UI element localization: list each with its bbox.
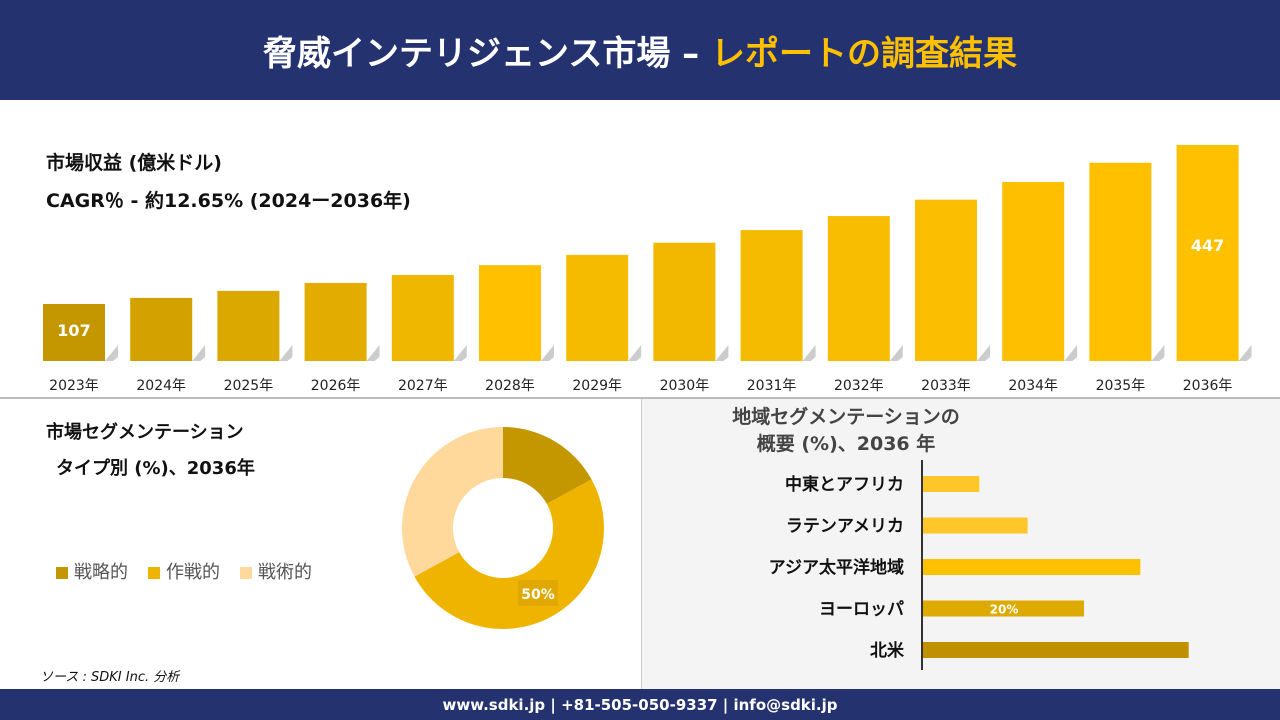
footer-contact: www.sdki.jp | +81-505-050-9337 | info@sd… (0, 689, 1280, 720)
region-label: 中東とアフリカ (785, 474, 904, 495)
legend-item: 戦略的 (56, 558, 128, 584)
bar-data-label: 107 (57, 321, 90, 340)
region-panel (641, 399, 1280, 689)
segment-title: 市場セグメンテーション (46, 422, 244, 443)
x-tick-label: 2027年 (398, 378, 448, 394)
x-tick-label: 2029年 (572, 378, 622, 394)
region-label: アジア太平洋地域 (769, 557, 904, 578)
x-tick-label: 2024年 (136, 378, 186, 394)
revenue-bar (217, 290, 280, 361)
bar-shadow (715, 345, 729, 361)
revenue-bar (566, 254, 629, 361)
revenue-bar (740, 230, 803, 361)
revenue-bar (1089, 162, 1152, 361)
bar-shadow (192, 345, 206, 361)
bar-shadow (1064, 345, 1078, 361)
legend-item: 戦術的 (240, 558, 312, 584)
region-bar (923, 600, 1084, 617)
region-label: ラテンアメリカ (786, 517, 904, 537)
region-bar (923, 642, 1189, 658)
revenue-bar (479, 265, 541, 361)
bar-shadow (453, 345, 467, 361)
revenue-bar (391, 274, 454, 361)
bar-shadow (889, 345, 903, 361)
revenue-bar (304, 282, 367, 361)
region-bar (923, 476, 980, 492)
x-tick-label: 2025年 (224, 378, 274, 394)
x-tick-label: 2031年 (747, 378, 797, 394)
revenue-bar (1002, 181, 1065, 361)
bar-shadow (1151, 345, 1165, 361)
cagr-text: CAGR％ - 約12.65% (2024ー2036年) (46, 190, 411, 212)
x-tick-label: 2026年 (311, 378, 361, 394)
region-bar (923, 517, 1028, 534)
revenue-title: 市場収益 (億米ドル) (46, 152, 222, 174)
bar-shadow (541, 345, 554, 361)
donut-slice (402, 427, 503, 577)
x-tick-label: 2032年 (834, 378, 884, 394)
bar-shadow (366, 345, 380, 361)
x-tick-label: 2023年 (49, 378, 99, 394)
revenue-bar (1176, 144, 1239, 361)
region-label: 北米 (870, 640, 905, 661)
region-title: 地域セグメンテーションの 概要 (%)、2036 年 (732, 406, 960, 455)
header-banner: 脅威インテリジェンス市場 – レポートの調査結果 (0, 0, 1280, 100)
bar-shadow (1238, 345, 1252, 361)
bar-shadow (279, 345, 293, 361)
revenue-bar-chart: 2023年 107 2024年 2025年 2026年 2027年 2028年 2029年 20… (43, 144, 1252, 394)
divider (0, 397, 1280, 399)
title-main: 脅威インテリジェンス市場 – (263, 33, 700, 74)
region-bar (923, 559, 1141, 575)
bar-shadow (802, 345, 816, 361)
source-note: ソース : SDKI Inc. 分析 (40, 670, 180, 685)
bar-shadow (628, 345, 642, 361)
x-tick-label: 2028年 (485, 378, 535, 394)
x-tick-label: 2030年 (660, 378, 710, 394)
donut-slice (503, 427, 592, 504)
bar-shadow (105, 345, 118, 361)
revenue-bar (827, 216, 890, 361)
region-data-label: 20% (990, 603, 1019, 617)
revenue-bar (130, 297, 193, 361)
donut-data-label: 50% (521, 587, 555, 603)
title-accent: レポートの調査結果 (711, 33, 1017, 74)
revenue-bar (915, 199, 977, 361)
label-box (518, 580, 558, 606)
revenue-bar (653, 242, 716, 361)
x-tick-label: 2036年 (1183, 378, 1233, 394)
bar-data-label: 447 (1191, 236, 1224, 255)
x-tick-label: 2034年 (1008, 378, 1058, 394)
legend-item: 作戦的 (148, 558, 220, 584)
x-tick-label: 2033年 (921, 378, 971, 394)
donut-legend: 戦略的 作戦的 戦術的 (56, 558, 312, 584)
region-label: ヨーロッパ (819, 600, 904, 620)
x-tick-label: 2035年 (1096, 378, 1146, 394)
type-donut-chart: 50% (402, 427, 604, 629)
bar-shadow (977, 345, 990, 361)
segment-subtitle: タイプ別 (%)、2036年 (56, 458, 255, 479)
revenue-bar (43, 303, 105, 361)
